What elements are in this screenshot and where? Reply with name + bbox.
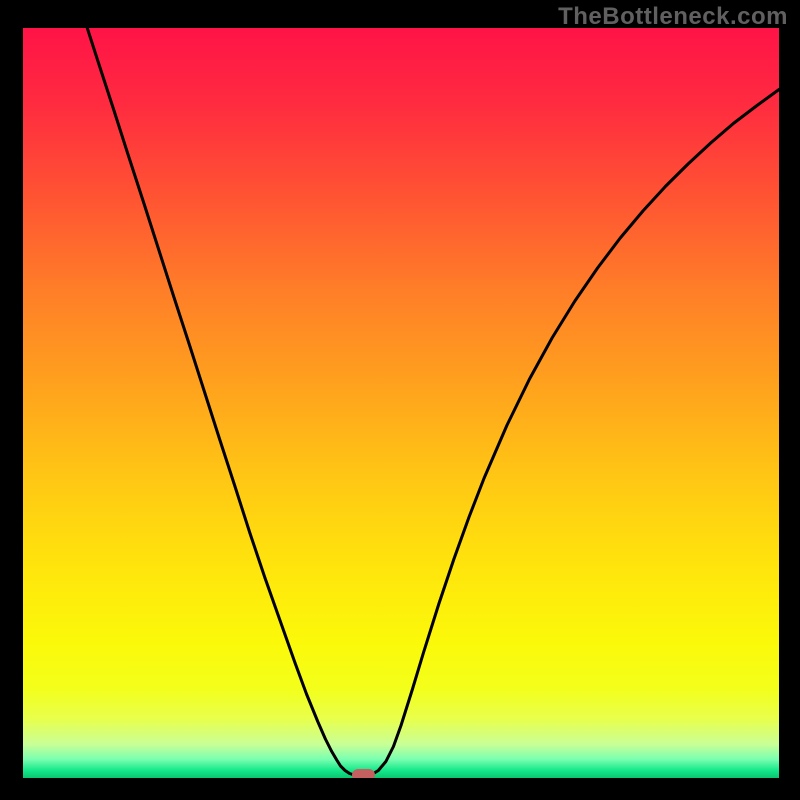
minimum-marker — [352, 769, 375, 778]
curve-path — [87, 28, 779, 776]
bottleneck-curve — [23, 28, 779, 778]
watermark-text: TheBottleneck.com — [558, 3, 788, 31]
plot-area — [23, 28, 779, 778]
